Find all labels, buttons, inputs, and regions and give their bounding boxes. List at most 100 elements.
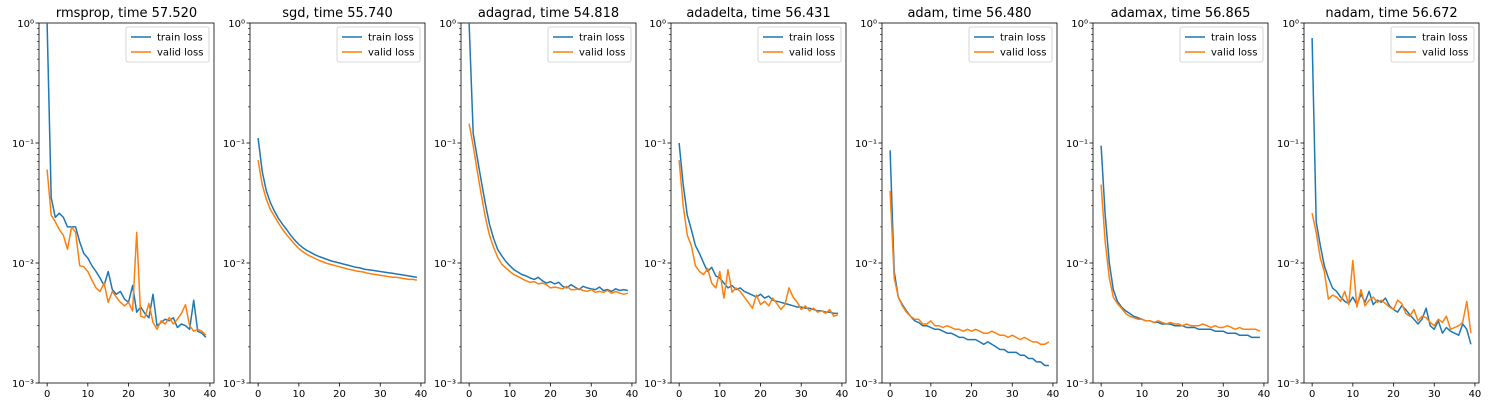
plot-area: [1303, 22, 1480, 384]
x-tick-label: 30: [374, 389, 387, 400]
chart-panel-0: rmsprop, time 57.520 0 10 20 30 40 10⁻³ 10⁻² 10⁻…: [12, 6, 216, 400]
x-tick-label: 10: [924, 389, 937, 400]
legend-box: [547, 26, 632, 63]
x-tick-label: 0: [1309, 389, 1315, 400]
y-tick-label: 10⁻²: [1066, 259, 1088, 270]
plot-area: [249, 22, 426, 384]
x-tick-label: 20: [1387, 389, 1400, 400]
x-tick-label: 40: [1258, 389, 1271, 400]
plot-area: [881, 22, 1058, 384]
x-tick-label: 10: [1346, 389, 1359, 400]
legend-label-train-loss: train loss: [1422, 33, 1468, 44]
x-tick-label: 0: [887, 389, 893, 400]
series-line-train-loss: [46, 23, 207, 338]
chart-panel-3: adadelta, time 56.431 0 10 20 30 40 10⁻³ 10⁻² 10…: [644, 6, 848, 400]
series-line-valid-loss: [257, 159, 418, 281]
chart-panel-2: adagrad, time 54.818 0 10 20 30 40 10⁻³ 10⁻² 10⁻…: [434, 6, 638, 400]
legend-box: [968, 26, 1053, 63]
legend-label-valid-loss: valid loss: [1000, 48, 1046, 59]
legend-label-train-loss: train loss: [789, 33, 835, 44]
y-tick-label: 10⁰: [17, 19, 34, 30]
chart-panel-5: adamax, time 56.865 0 10 20 30 40 10⁻³ 10⁻² 10⁻¹…: [1066, 6, 1270, 400]
x-tick-label: 0: [676, 389, 682, 400]
x-tick-label: 20: [1176, 389, 1189, 400]
series-line-valid-loss: [1100, 184, 1261, 332]
y-tick-label: 10⁰: [860, 19, 877, 30]
y-tick-label: 10⁻³: [1277, 379, 1299, 390]
x-tick-label: 30: [585, 389, 598, 400]
legend-box: [757, 26, 842, 63]
legend-label-valid-loss: valid loss: [579, 48, 625, 59]
y-tick-label: 10⁰: [1071, 19, 1088, 30]
x-tick-label: 20: [754, 389, 767, 400]
x-tick-label: 40: [204, 389, 217, 400]
y-tick-label: 10⁻³: [434, 379, 456, 390]
x-tick-label: 20: [122, 389, 135, 400]
legend-box: [1179, 26, 1264, 63]
x-tick-label: 40: [415, 389, 428, 400]
legend-label-valid-loss: valid loss: [368, 48, 414, 59]
y-tick-label: 10⁻¹: [644, 139, 666, 150]
series-line-valid-loss: [678, 160, 839, 317]
y-tick-label: 10⁻¹: [855, 139, 877, 150]
x-tick-label: 30: [795, 389, 808, 400]
series-line-valid-loss: [1311, 213, 1472, 334]
legend-box: [1390, 26, 1475, 63]
legend-label-train-loss: train loss: [1211, 33, 1257, 44]
y-tick-label: 10⁻²: [855, 259, 877, 270]
y-tick-label: 10⁻²: [223, 259, 245, 270]
y-tick-label: 10⁰: [228, 19, 245, 30]
legend-label-valid-loss: valid loss: [157, 48, 203, 59]
y-tick-label: 10⁻³: [644, 379, 666, 390]
y-tick-label: 10⁻¹: [434, 139, 456, 150]
y-tick-label: 10⁻¹: [223, 139, 245, 150]
chart-title: adadelta, time 56.431: [686, 6, 830, 21]
x-tick-label: 30: [1006, 389, 1019, 400]
y-tick-label: 10⁰: [1282, 19, 1299, 30]
legend-label-train-loss: train loss: [368, 33, 414, 44]
y-tick-label: 10⁰: [439, 19, 456, 30]
plot-area: [460, 22, 637, 384]
legend-label-train-loss: train loss: [579, 33, 625, 44]
y-tick-label: 10⁻²: [1277, 259, 1299, 270]
x-tick-label: 40: [1469, 389, 1482, 400]
x-tick-label: 10: [713, 389, 726, 400]
series-line-train-loss: [468, 23, 629, 293]
x-tick-label: 0: [1098, 389, 1104, 400]
series-line-valid-loss: [468, 123, 629, 295]
x-tick-label: 0: [44, 389, 50, 400]
chart-title: adam, time 56.480: [907, 6, 1031, 21]
x-tick-label: 30: [163, 389, 176, 400]
y-tick-label: 10⁻¹: [1277, 139, 1299, 150]
legend-label-valid-loss: valid loss: [789, 48, 835, 59]
x-tick-label: 20: [333, 389, 346, 400]
chart-title: adagrad, time 54.818: [478, 6, 619, 21]
y-tick-label: 10⁰: [649, 19, 666, 30]
plot-area: [1092, 22, 1269, 384]
y-tick-label: 10⁻²: [644, 259, 666, 270]
series-line-train-loss: [889, 150, 1049, 367]
legend-box: [125, 26, 210, 63]
chart-panel-1: sgd, time 55.740 0 10 20 30 40 10⁻³ 10⁻² 10⁻¹ 10⁰…: [223, 6, 427, 400]
x-tick-label: 20: [544, 389, 557, 400]
x-tick-label: 10: [1135, 389, 1148, 400]
series-line-valid-loss: [46, 169, 207, 336]
x-tick-label: 30: [1428, 389, 1441, 400]
chart-panel-6: nadam, time 56.672 0 10 20 30 40 10⁻³ 10⁻² 10⁻¹ 1…: [1277, 6, 1481, 400]
chart-panel-4: adam, time 56.480 0 10 20 30 40 10⁻³ 10⁻² 10⁻¹ 10…: [855, 6, 1059, 400]
x-tick-label: 40: [626, 389, 639, 400]
legend-box: [336, 26, 421, 63]
x-tick-label: 30: [1217, 389, 1230, 400]
legend-label-train-loss: train loss: [157, 33, 203, 44]
x-tick-label: 10: [81, 389, 94, 400]
series-line-valid-loss: [889, 190, 1050, 346]
y-tick-label: 10⁻²: [12, 259, 34, 270]
x-tick-label: 10: [503, 389, 516, 400]
x-tick-label: 20: [965, 389, 978, 400]
y-tick-label: 10⁻³: [855, 379, 877, 390]
legend-label-train-loss: train loss: [1000, 33, 1046, 44]
chart-title: rmsprop, time 57.520: [56, 6, 197, 21]
x-tick-label: 10: [292, 389, 305, 400]
chart-title: nadam, time 56.672: [1325, 6, 1457, 21]
